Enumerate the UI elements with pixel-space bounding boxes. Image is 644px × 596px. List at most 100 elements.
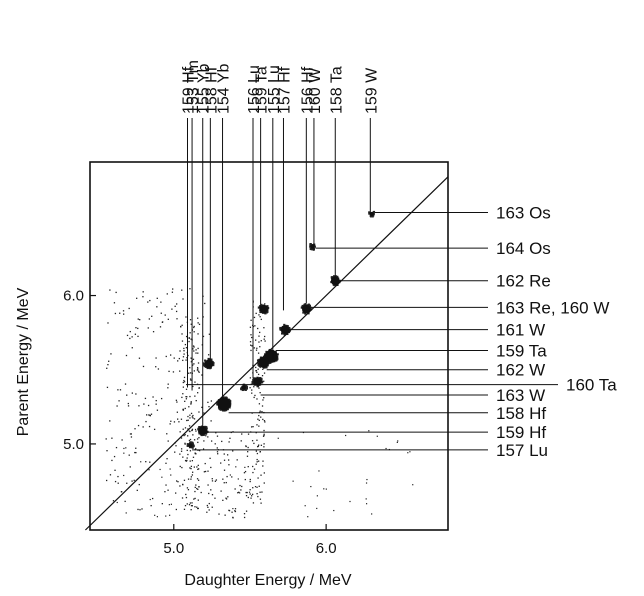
scatter-point — [128, 454, 130, 456]
scatter-point — [263, 433, 265, 435]
scatter-point — [210, 440, 213, 442]
scatter-point — [212, 361, 215, 365]
scatter-point — [258, 387, 260, 389]
scatter-point — [115, 446, 118, 449]
scatter-point — [243, 513, 246, 515]
scatter-point — [216, 447, 218, 449]
scatter-point — [309, 243, 312, 246]
scatter-point — [154, 514, 156, 516]
scatter-point — [257, 445, 259, 447]
scatter-point — [191, 505, 193, 507]
scatter-point — [179, 431, 181, 433]
scatter-point — [195, 448, 197, 450]
scatter-point — [192, 364, 194, 366]
scatter-point — [113, 302, 116, 304]
scatter-point — [196, 487, 198, 490]
scatter-point — [182, 428, 184, 430]
scatter-point — [185, 316, 187, 318]
scatter-point — [263, 397, 265, 399]
scatter-point — [240, 489, 242, 491]
scatter-point — [338, 279, 341, 282]
scatter-point — [222, 499, 224, 501]
scatter-point — [366, 478, 368, 481]
scatter-point — [148, 318, 151, 320]
scatter-point — [178, 421, 180, 423]
scatter-point — [385, 447, 387, 450]
scatter-point — [257, 444, 260, 446]
scatter-point — [124, 500, 126, 503]
scatter-point — [262, 460, 264, 462]
scatter-point — [159, 326, 162, 328]
scatter-point — [257, 418, 259, 420]
scatter-point — [192, 434, 194, 436]
scatter-point — [235, 466, 237, 468]
scatter-point — [182, 298, 184, 300]
scatter-point — [316, 507, 318, 510]
scatter-point — [192, 348, 194, 350]
scatter-point — [258, 425, 260, 427]
scatter-point — [183, 479, 186, 481]
scatter-point — [215, 432, 217, 434]
scatter-point — [185, 388, 188, 390]
scatter-point — [231, 511, 233, 513]
scatter-point — [214, 497, 216, 499]
scatter-point — [261, 375, 264, 377]
scatter-point — [193, 326, 195, 329]
scatter-point — [253, 316, 256, 319]
scatter-point — [223, 482, 225, 484]
scatter-point — [225, 497, 227, 499]
cluster-core — [253, 377, 262, 386]
scatter-point — [224, 514, 226, 516]
scatter-point — [211, 480, 214, 482]
scatter-point — [134, 451, 136, 454]
scatter-point — [168, 504, 170, 506]
scatter-point — [135, 451, 137, 454]
scatter-point — [256, 347, 258, 349]
scatter-point — [187, 435, 189, 437]
scatter-point — [263, 434, 265, 437]
scatter-point — [252, 471, 254, 474]
scatter-point — [262, 435, 265, 437]
scatter-point — [246, 455, 249, 457]
scatter-point — [126, 482, 128, 484]
scatter-point — [210, 400, 213, 402]
axis-ticks: 5.0 6.0 5.0 6.0 — [63, 288, 336, 557]
scatter-point — [245, 387, 248, 390]
scatter-point — [197, 362, 200, 364]
scatter-point — [263, 429, 265, 432]
scatter-point — [155, 403, 157, 405]
top-label: 153 Tm — [185, 60, 202, 114]
right-label: 164 Os — [496, 239, 551, 258]
scatter-point — [191, 429, 193, 431]
right-label: 157 Lu — [496, 441, 548, 460]
scatter-point — [192, 358, 195, 360]
scatter-point — [197, 464, 199, 467]
scatter-point — [256, 461, 258, 463]
scatter-point — [216, 403, 219, 406]
scatter-point — [139, 509, 141, 511]
scatter-point — [396, 441, 398, 444]
scatter-point — [165, 515, 167, 517]
scatter-point — [201, 406, 203, 409]
scatter-point — [227, 496, 229, 498]
scatter-point — [369, 215, 373, 218]
scatter-point — [207, 358, 210, 361]
scatter-point — [260, 444, 263, 446]
scatter-point — [187, 478, 190, 480]
scatter-point — [197, 322, 199, 324]
scatter-point — [112, 500, 115, 502]
scatter-point — [211, 506, 213, 508]
scatter-point — [226, 454, 229, 456]
scatter-point — [191, 446, 194, 449]
scatter-point — [145, 460, 147, 463]
scatter-point — [125, 447, 127, 449]
scatter-point — [259, 410, 261, 412]
scatter-point — [309, 247, 312, 250]
scatter-point — [244, 478, 246, 481]
scatter-point — [244, 470, 247, 473]
scatter-point — [194, 395, 196, 397]
scatter-point — [196, 506, 198, 508]
scatter-point — [261, 491, 263, 493]
scatter-point — [250, 319, 252, 321]
scatter-point — [175, 492, 177, 494]
